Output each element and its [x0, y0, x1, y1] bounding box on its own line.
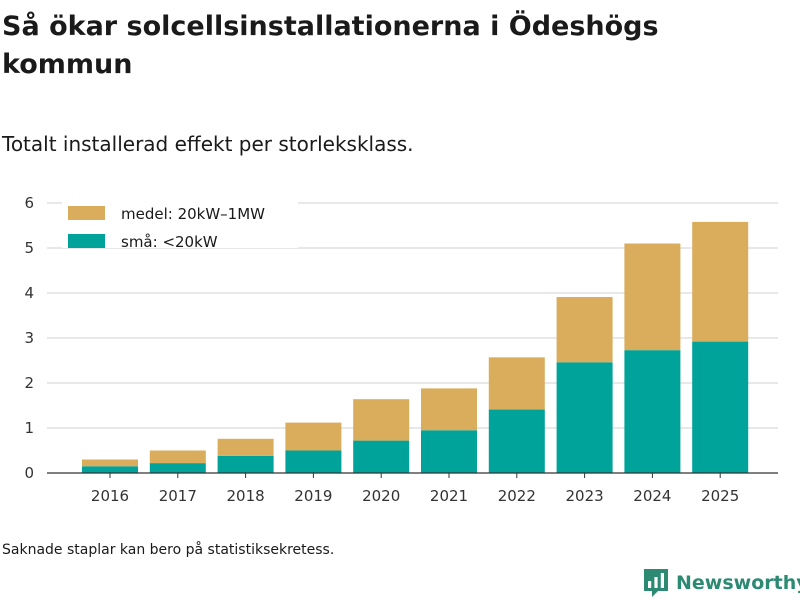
x-tick-label: 2017: [159, 487, 197, 505]
legend-label: små: <20kW: [121, 233, 218, 251]
legend-swatch: [68, 234, 105, 248]
x-tick-label: 2022: [498, 487, 536, 505]
y-tick-label: 4: [24, 284, 34, 302]
y-axis: 0 1 2 3 4 5 6: [24, 194, 34, 482]
bar-sma-2017: [149, 463, 206, 473]
y-tick-label: 0: [24, 464, 34, 482]
bar-sma-2025: [692, 341, 749, 473]
bar-sma-2024: [624, 350, 681, 473]
bar-medel-2020: [353, 399, 410, 441]
bars: [82, 221, 749, 473]
brand-name: Newsworthy: [676, 572, 800, 594]
legend-swatch: [68, 206, 105, 220]
x-tick-label: 2021: [430, 487, 468, 505]
newsworthy-logo-icon: [644, 569, 668, 597]
y-tick-label: 5: [24, 239, 34, 257]
y-tick-label: 1: [24, 419, 34, 437]
bar-medel-2021: [421, 388, 477, 431]
bar-sma-2020: [353, 440, 410, 473]
x-tick-label: 2020: [362, 487, 400, 505]
x-tick-label: 2023: [566, 487, 604, 505]
y-tick-label: 6: [24, 194, 34, 212]
legend: medel: 20kW–1MW små: <20kW: [62, 200, 298, 251]
x-tick-label: 2025: [701, 487, 739, 505]
bar-medel-2018: [217, 438, 274, 456]
bar-medel-2025: [692, 221, 749, 342]
bar-sma-2018: [217, 455, 274, 473]
y-tick-label: 3: [24, 329, 34, 347]
bar-medel-2024: [624, 243, 681, 351]
y-tick-label: 2: [24, 374, 34, 392]
bar-medel-2023: [556, 297, 613, 363]
bar-sma-2019: [285, 450, 342, 473]
x-axis: 2016 2017 2018 2019 2020 2021 2022 2023 2024 2025: [47, 472, 778, 505]
chart-title: Så ökar solcellsinstallationerna i Ödesh…: [2, 11, 659, 80]
x-tick-label: 2016: [91, 487, 129, 505]
newsworthy-logo: Newsworthy: [643, 568, 800, 598]
bar-sma-2021: [421, 430, 477, 473]
bar-sma-2023: [556, 362, 613, 473]
x-tick-label: 2019: [294, 487, 332, 505]
x-tick-label: 2018: [227, 487, 265, 505]
legend-label: medel: 20kW–1MW: [121, 205, 265, 223]
bar-sma-2016: [82, 466, 138, 473]
bar-medel-2016: [82, 459, 138, 467]
bar-sma-2022: [488, 409, 545, 473]
bar-medel-2017: [149, 450, 206, 464]
footnote: Saknade staplar kan bero på statistiksek…: [2, 542, 335, 558]
chart-subtitle: Totalt installerad effekt per storlekskl…: [2, 132, 414, 156]
bar-medel-2019: [285, 422, 342, 451]
bar-medel-2022: [488, 357, 545, 410]
x-tick-label: 2024: [633, 487, 671, 505]
